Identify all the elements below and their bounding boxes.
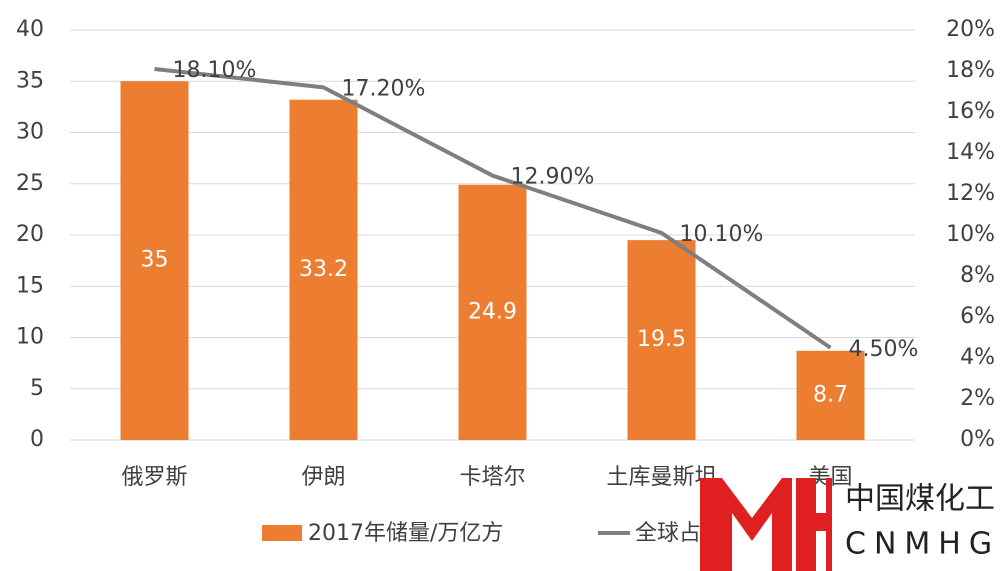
line <box>154 66 832 350</box>
bar-value-label: 35 <box>141 248 169 273</box>
bar-value-label: 8.7 <box>813 382 848 407</box>
y-tick-label: 10 <box>16 325 44 350</box>
bar <box>289 99 358 440</box>
y2-tick-label: 12% <box>946 181 995 206</box>
x-tick-label: 伊朗 <box>301 465 345 490</box>
y-tick-label: 35 <box>16 68 44 93</box>
y-tick-label: 15 <box>16 273 44 298</box>
y2-tick-label: 16% <box>946 99 995 124</box>
x-tick-label: 俄罗斯 <box>121 465 187 490</box>
line-value-label: 12.90% <box>511 165 595 190</box>
y-tick-label: 0 <box>30 427 44 452</box>
line-value-label: 10.10% <box>680 222 764 247</box>
watermark-subtitle: CNMHG <box>845 527 1000 562</box>
y2-tick-label: 18% <box>946 58 995 83</box>
y2-tick-label: 2% <box>960 386 995 411</box>
watermark-title: 中国煤化工 <box>845 482 995 517</box>
y-tick-label: 25 <box>16 171 44 196</box>
bar <box>627 240 696 440</box>
watermark: 中国煤化工 CNMHG <box>700 478 1000 571</box>
bar-value-label: 33.2 <box>299 257 348 282</box>
bar-value-label: 24.9 <box>468 299 517 324</box>
bar <box>458 184 527 440</box>
bar <box>120 81 189 440</box>
y2-tick-label: 4% <box>960 345 995 370</box>
y2-tick-label: 20% <box>946 17 995 42</box>
line-value-label: 17.20% <box>342 76 426 101</box>
y-tick-label: 30 <box>16 120 44 145</box>
legend-swatch <box>262 525 302 541</box>
y-tick-label: 20 <box>16 222 44 247</box>
y2-tick-label: 6% <box>960 304 995 329</box>
y2-tick-label: 10% <box>946 222 995 247</box>
y-tick-label: 5 <box>30 376 44 401</box>
y2-tick-label: 14% <box>946 140 995 165</box>
bar <box>796 350 865 440</box>
legend-label: 2017年储量/万亿方 <box>308 521 503 546</box>
y2-tick-label: 8% <box>960 263 995 288</box>
logo-m <box>700 478 792 571</box>
line-value-label: 18.10% <box>173 58 257 83</box>
line-value-label: 4.50% <box>849 337 919 362</box>
x-tick-label: 土库曼斯坦 <box>606 465 716 490</box>
bar-value-label: 19.5 <box>637 327 686 352</box>
y2-tick-label: 0% <box>960 427 995 452</box>
y-tick-label: 40 <box>16 17 44 42</box>
logo-h <box>796 478 832 571</box>
x-tick-label: 卡塔尔 <box>459 465 525 490</box>
